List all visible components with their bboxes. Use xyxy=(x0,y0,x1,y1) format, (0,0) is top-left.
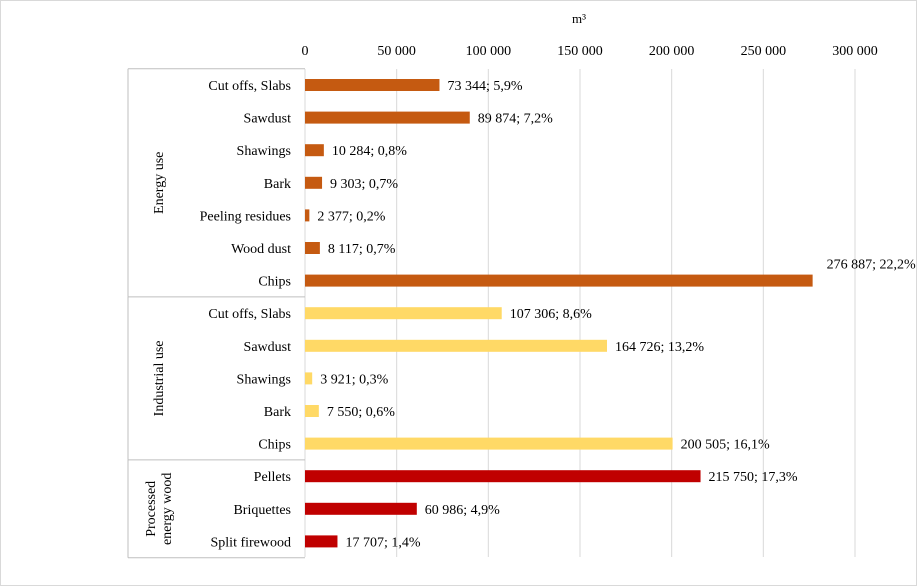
group-label-line: Energy use xyxy=(152,152,167,214)
category-label: Chips xyxy=(258,438,291,453)
group-label-line: Industrial use xyxy=(152,340,167,416)
category-label: Sawdust xyxy=(244,340,292,355)
x-axis-unit-label: m³ xyxy=(572,11,586,26)
group-label-line: energy wood xyxy=(160,473,175,545)
data-label: 8 117; 0,7% xyxy=(328,242,396,257)
group-label-line: Processed xyxy=(144,481,159,537)
data-label: 107 306; 8,6% xyxy=(510,307,592,322)
category-label: Cut offs, Slabs xyxy=(208,79,291,94)
bar xyxy=(305,339,607,352)
data-label: 73 344; 5,9% xyxy=(447,79,522,94)
bar xyxy=(305,274,813,287)
group-label: Processedenergy wood xyxy=(144,473,175,545)
data-label: 9 303; 0,7% xyxy=(330,177,398,192)
data-label: 60 986; 4,9% xyxy=(425,503,500,518)
data-label: 7 550; 0,6% xyxy=(327,405,395,420)
bar xyxy=(305,372,313,385)
bar xyxy=(305,437,673,450)
data-label: 10 284; 0,8% xyxy=(332,144,407,159)
x-tick-label: 50 000 xyxy=(377,44,416,59)
group-label: Energy use xyxy=(152,152,167,214)
category-label: Chips xyxy=(258,275,291,290)
bar xyxy=(305,111,470,124)
data-label: 2 377; 0,2% xyxy=(317,209,385,224)
x-tick-label: 250 000 xyxy=(741,44,787,59)
bar xyxy=(305,242,320,254)
x-tick-label: 200 000 xyxy=(649,44,695,59)
bar xyxy=(305,470,701,483)
category-label: Cut offs, Slabs xyxy=(208,307,291,322)
data-label: 3 921; 0,3% xyxy=(320,372,388,387)
category-label: Sawdust xyxy=(244,112,292,127)
bar xyxy=(305,79,440,91)
data-label: 17 707; 1,4% xyxy=(345,535,420,550)
bar xyxy=(305,502,417,515)
data-label: 164 726; 13,2% xyxy=(615,340,704,355)
data-label: 89 874; 7,2% xyxy=(478,112,553,127)
bar xyxy=(305,144,324,157)
category-label: Split firewood xyxy=(211,535,292,550)
category-label: Wood dust xyxy=(231,242,291,257)
data-label: 200 505; 16,1% xyxy=(681,438,770,453)
x-tick-label: 300 000 xyxy=(832,44,878,59)
group-label: Industrial use xyxy=(152,340,167,416)
data-label: 276 887; 22,2% xyxy=(827,258,916,273)
category-label: Shawings xyxy=(237,144,291,159)
category-label: Bark xyxy=(264,405,291,420)
bar xyxy=(305,176,323,189)
category-label: Briquettes xyxy=(233,503,291,518)
bar xyxy=(305,307,502,320)
x-tick-label: 0 xyxy=(302,44,309,59)
bar xyxy=(305,535,338,548)
x-tick-label: 150 000 xyxy=(557,44,603,59)
x-tick-label: 100 000 xyxy=(466,44,512,59)
category-label: Bark xyxy=(264,177,291,192)
bar xyxy=(305,405,319,417)
bar xyxy=(305,209,310,222)
category-label: Peeling residues xyxy=(200,209,291,224)
data-label: 215 750; 17,3% xyxy=(709,470,798,485)
category-label: Shawings xyxy=(237,372,291,387)
category-label: Pellets xyxy=(254,470,291,485)
